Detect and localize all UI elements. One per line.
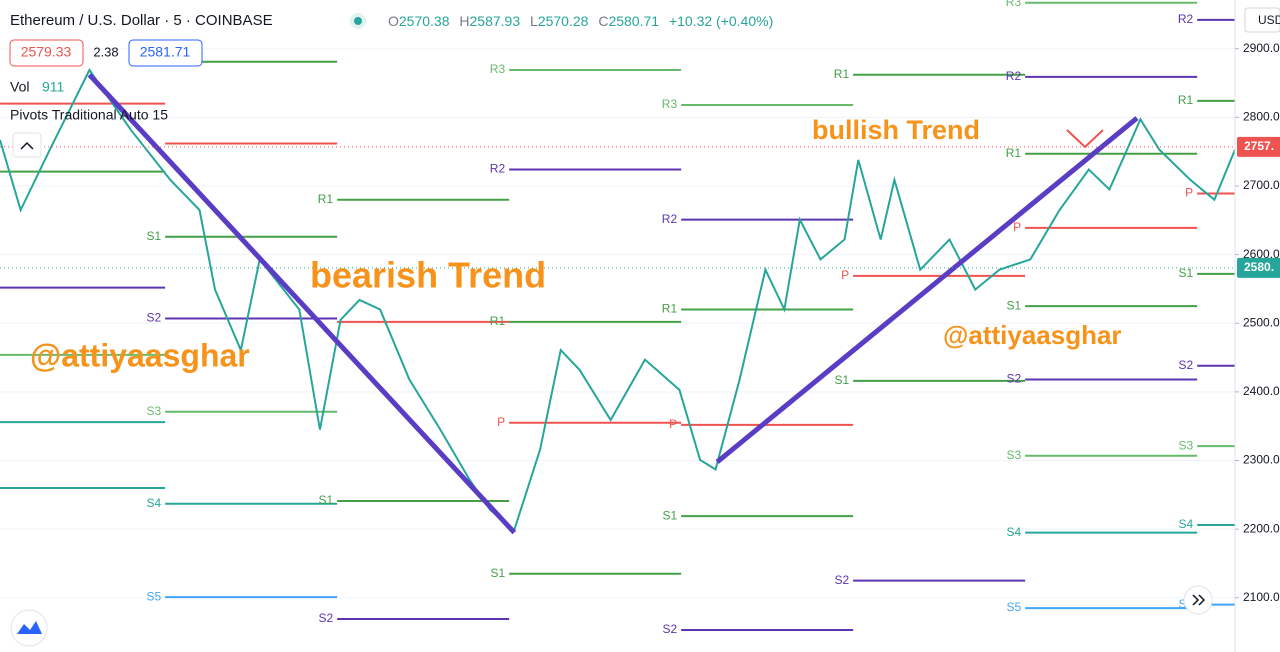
price-tag xyxy=(1237,257,1280,278)
logo-button[interactable] xyxy=(10,609,48,647)
ask: 2581.71 xyxy=(140,44,191,60)
annotation: @attiyaasghar xyxy=(943,320,1122,350)
pivot-label: S2 xyxy=(662,622,677,636)
annotation: bullish Trend xyxy=(812,115,980,145)
pivot-label: P xyxy=(1013,220,1021,234)
ohlc-key: L xyxy=(530,13,538,29)
pivot-label: P xyxy=(497,415,505,429)
annotation: @attiyaasghar xyxy=(30,337,250,373)
pivot-label: S1 xyxy=(834,373,849,387)
pivot-label: R3 xyxy=(1006,0,1022,9)
scroll-icon xyxy=(1192,594,1206,606)
pivot-label: R1 xyxy=(1178,93,1194,107)
logo xyxy=(17,621,42,634)
annotation: bearish Trend xyxy=(310,255,546,296)
volume-label: Vol xyxy=(10,79,29,95)
pivot-label: S3 xyxy=(1178,438,1193,452)
pivot-label: S1 xyxy=(662,508,677,522)
ohlc-value: 2570.28 xyxy=(538,13,589,29)
pivot-label: S1 xyxy=(146,229,161,243)
y-tick-label: 2100.0 xyxy=(1243,590,1280,604)
pivot-label: S3 xyxy=(1006,448,1021,462)
header-bg xyxy=(0,5,340,37)
pivot-label: R1 xyxy=(490,314,506,328)
ohlc-key: H xyxy=(459,13,469,29)
check-mark xyxy=(1066,129,1104,149)
price-axis: 2100.0 2200.0 2300.0 2400.0 2500.0 2600.0 2700… xyxy=(1235,41,1280,604)
pivot-label: R2 xyxy=(662,212,678,226)
pivot-label: P xyxy=(841,268,849,282)
pivot-label: R2 xyxy=(1178,12,1194,26)
ohlc-key: C xyxy=(598,13,608,29)
pivot-label: S1 xyxy=(1178,266,1193,280)
pivot-label: S3 xyxy=(146,404,161,418)
bid: 2579.33 xyxy=(21,44,72,60)
collapse-button[interactable] xyxy=(12,132,42,158)
y-tick-label: 2700.0 xyxy=(1243,178,1280,192)
pivot-label: P xyxy=(669,417,677,431)
price-line xyxy=(0,68,1235,532)
y-tick-label: 2400.0 xyxy=(1243,384,1280,398)
price-tag xyxy=(1237,136,1280,157)
currency: USD xyxy=(1258,13,1280,27)
currency-button[interactable] xyxy=(1244,7,1280,33)
pivot-label: S2 xyxy=(834,573,849,587)
ohlc: O2570.38 H2587.93 L2570.28 C2580.71 +10.… xyxy=(388,13,773,29)
symbol-title: Ethereum / U.S. Dollar · 5 · COINBASE xyxy=(10,12,273,29)
pivot-label: R2 xyxy=(490,162,506,176)
pivot-label: S1 xyxy=(490,566,505,580)
y-tick-label: 2600.0 xyxy=(1243,247,1280,261)
y-tick-label: 2200.0 xyxy=(1243,521,1280,535)
legend-header: Ethereum / U.S. Dollar · 5 · COINBASE O2… xyxy=(0,5,773,158)
pivot-label: R2 xyxy=(1006,69,1022,83)
y-tick-label: 2300.0 xyxy=(1243,453,1280,467)
ohlc-key: O xyxy=(388,13,399,29)
pivot-label: R1 xyxy=(1006,146,1022,160)
y-tick-label: 2500.0 xyxy=(1243,315,1280,329)
ohlc-value: 2587.93 xyxy=(470,13,521,29)
trend-line xyxy=(715,116,1139,464)
ask-box[interactable] xyxy=(128,39,203,67)
y-tick-label: 2800.0 xyxy=(1243,110,1280,124)
pivot-label: S2 xyxy=(1178,358,1193,372)
pivot-label: S2 xyxy=(1006,372,1021,386)
pivot-label: R1 xyxy=(834,67,850,81)
pivot-label: R1 xyxy=(318,192,334,206)
price-tag-label: 2757. xyxy=(1244,139,1274,153)
indicator: Pivots Traditional Auto 15 xyxy=(10,107,168,123)
pivot-label: S5 xyxy=(1006,600,1021,614)
pivot-label: S4 xyxy=(1178,517,1193,531)
pivot-label: S5 xyxy=(146,589,161,603)
pivot-label: R1 xyxy=(662,302,678,316)
trend-line xyxy=(87,73,517,535)
collapse-icon xyxy=(20,141,34,150)
spread: 2.38 xyxy=(93,44,118,59)
price-tag-label: 2580. xyxy=(1244,260,1274,274)
volume: 911 xyxy=(42,79,65,95)
pivot-label: P xyxy=(1185,186,1193,200)
ohlc-value: 2580.71 xyxy=(608,13,659,29)
pivot-label: S4 xyxy=(1006,525,1021,539)
pivot-label: S1 xyxy=(318,493,333,507)
annotations: bearish Trend bullish Trend @attiyaasgha… xyxy=(30,115,1122,373)
y-tick-label: 2900.0 xyxy=(1243,41,1280,55)
ohlc-value: 2570.38 xyxy=(399,13,450,29)
pivot-label: S2 xyxy=(318,611,333,625)
pivot-label: S2 xyxy=(146,311,161,325)
pivot-label: R3 xyxy=(662,97,678,111)
pivot-label: S4 xyxy=(146,496,161,510)
status-dot xyxy=(354,17,362,25)
pivot-label: R3 xyxy=(490,62,506,76)
pivot-label: S1 xyxy=(1006,298,1021,312)
bid-box[interactable] xyxy=(9,39,84,67)
change: +10.32 (+0.40%) xyxy=(669,13,773,29)
